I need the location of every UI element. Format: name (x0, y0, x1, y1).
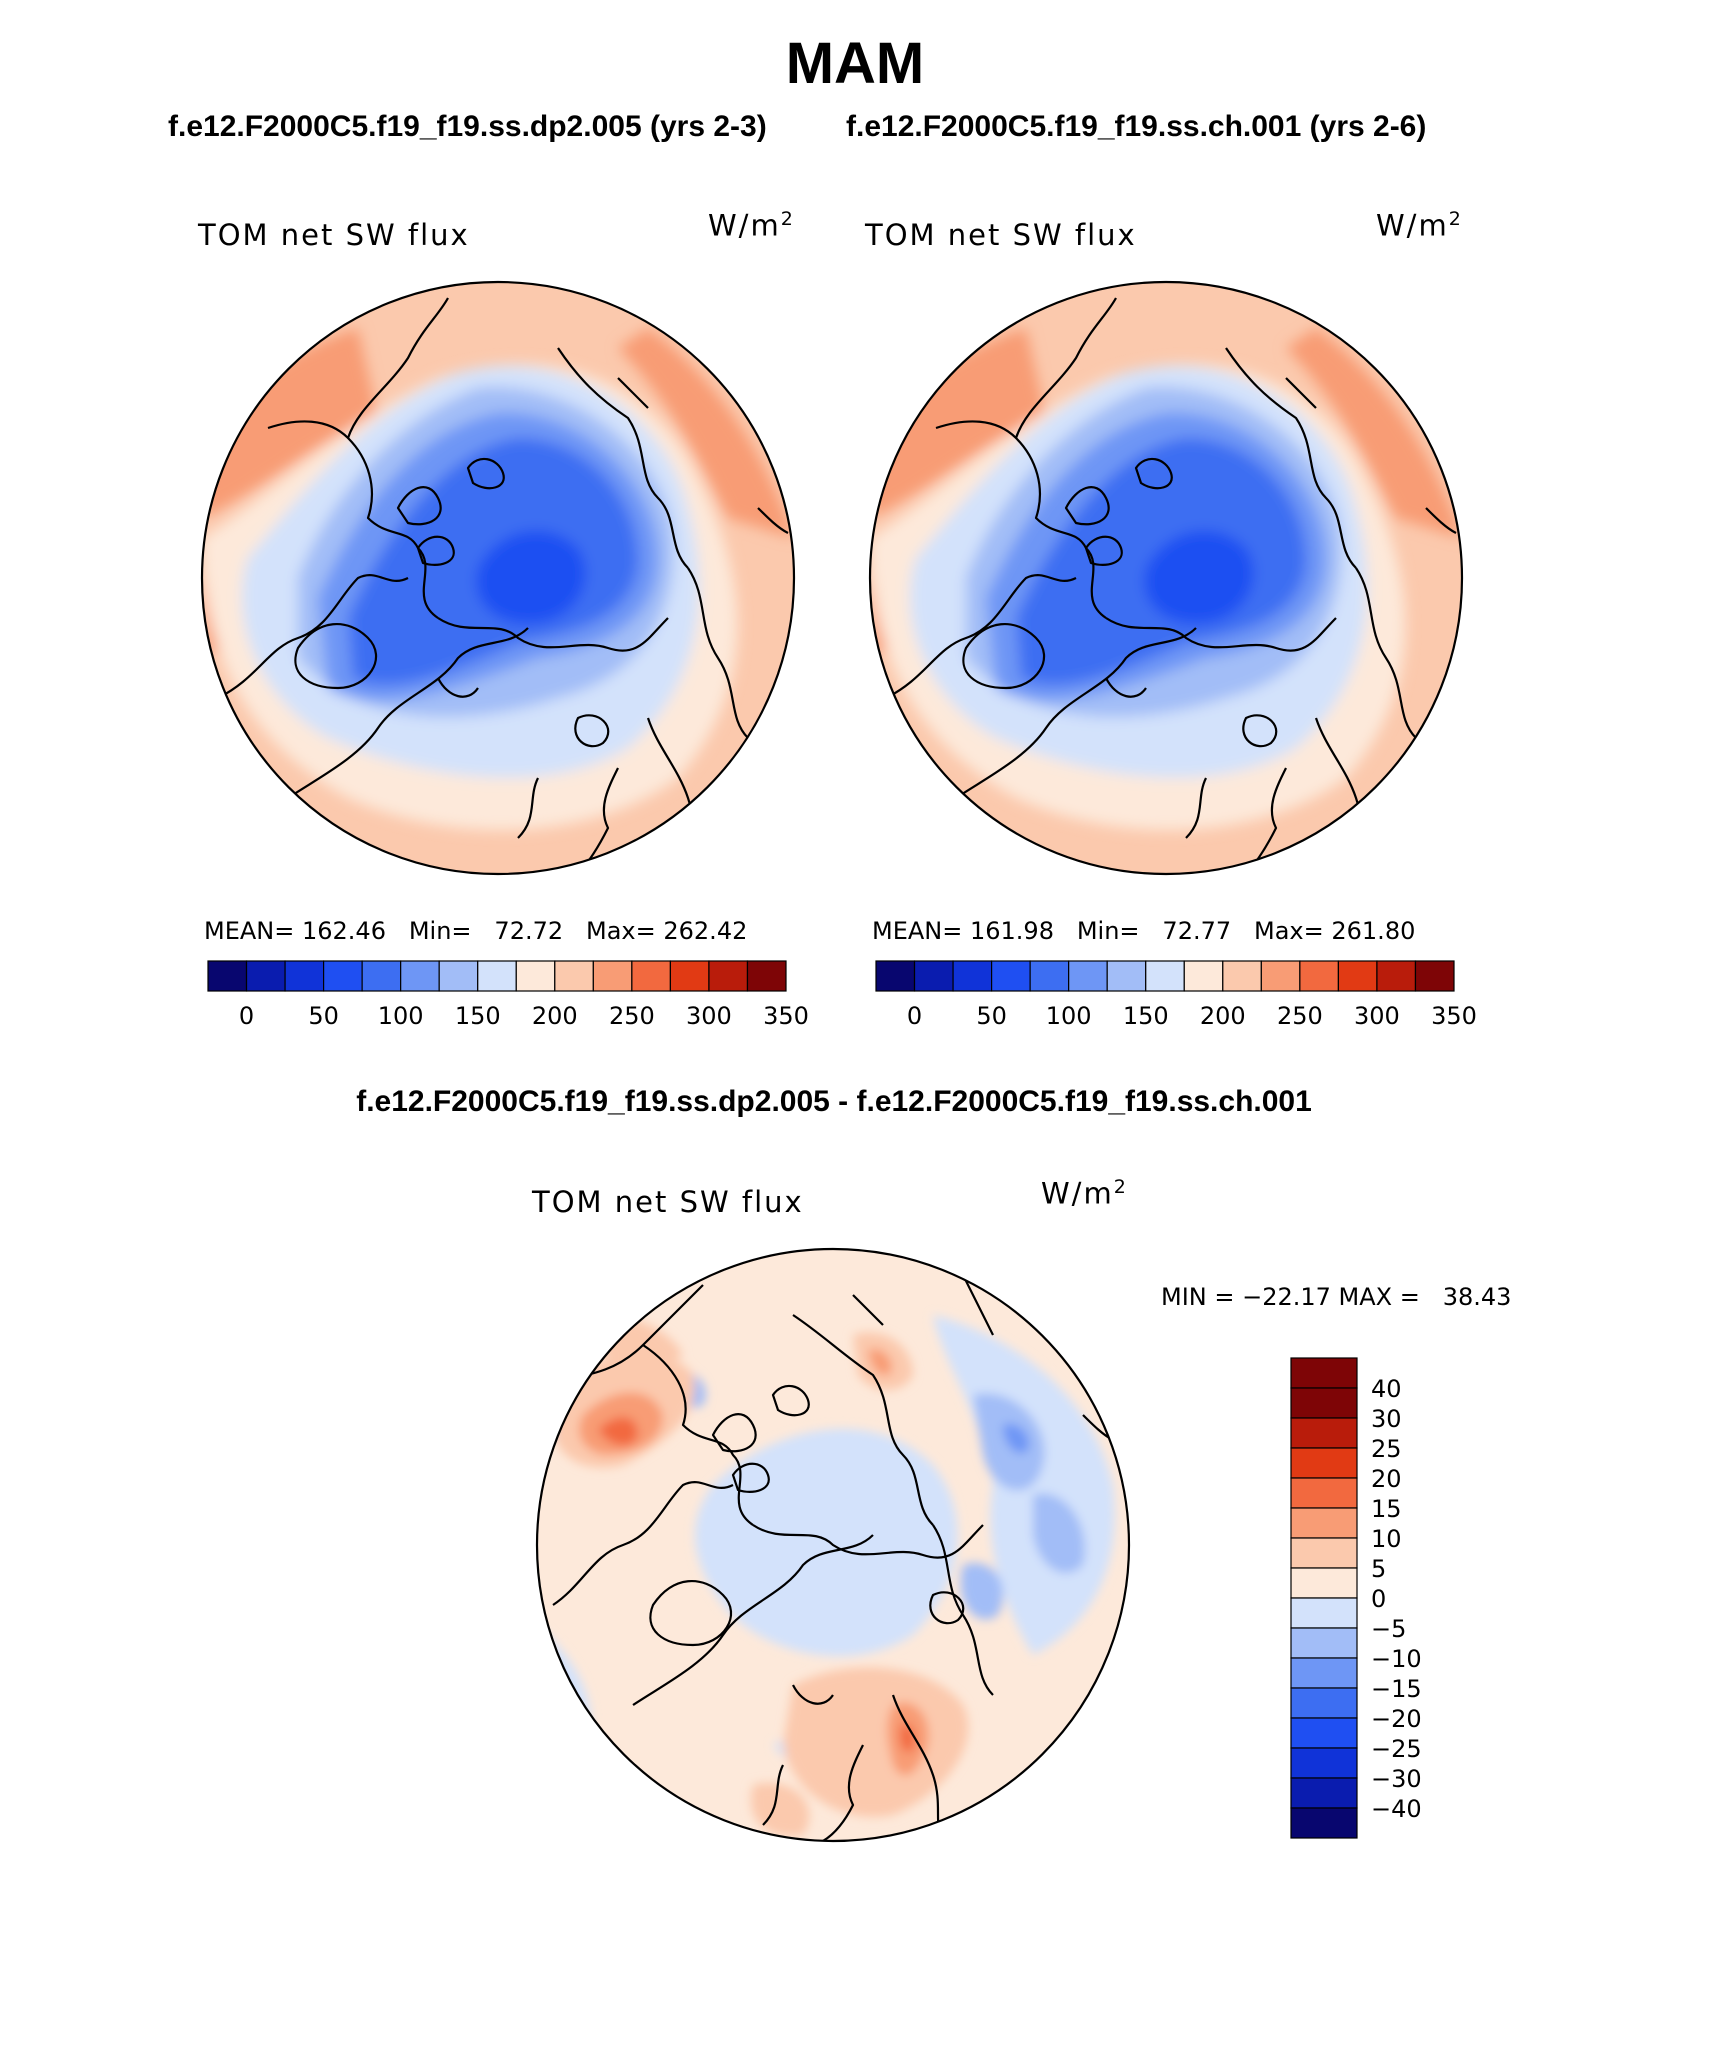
panel1-colorbar-box (669, 960, 710, 992)
panel1-colorbar-box (207, 960, 248, 992)
panel2-colorbar-box (1299, 960, 1340, 992)
difference-polar-map (535, 1247, 1131, 1843)
difference-colorbar-box (1290, 1657, 1358, 1689)
panel1-colorbar-box (631, 960, 672, 992)
panel1-colorbar-tick-label: 200 (532, 1002, 578, 1030)
right-case-subtitle: f.e12.F2000C5.f19_f19.ss.ch.001 (yrs 2-6… (846, 110, 1427, 143)
panel1-colorbar-tick-label: 0 (239, 1002, 254, 1030)
panel1-colorbar-box (400, 960, 440, 992)
difference-colorbar-tick-label: 15 (1371, 1495, 1402, 1523)
panel2-colorbar-box (1029, 960, 1070, 992)
panel1-colorbar-box (746, 960, 787, 992)
panel2-colorbar-box (990, 960, 1031, 992)
difference-colorbar-box (1290, 1447, 1358, 1479)
left-case-subtitle: f.e12.F2000C5.f19_f19.ss.dp2.005 (yrs 2-… (168, 110, 767, 143)
panel2-polar-map (868, 280, 1464, 876)
panel1-units-label: W/m2 (708, 208, 795, 243)
difference-colorbar-box (1290, 1627, 1358, 1659)
panel2-colorbar-box (1414, 960, 1455, 992)
panel2-colorbar: 0 50 100 150 200 250 300 350 (875, 960, 1477, 1030)
difference-colorbar-box (1290, 1507, 1358, 1539)
difference-colorbar-tick-label: −20 (1371, 1705, 1422, 1733)
difference-subtitle: f.e12.F2000C5.f19_f19.ss.dp2.005 - f.e12… (356, 1085, 1312, 1118)
panel1-colorbar-box (322, 960, 363, 992)
panel2-colorbar-tick-label: 150 (1123, 1002, 1169, 1030)
difference-colorbar-box (1290, 1597, 1358, 1629)
panel1-colorbar-box (438, 960, 479, 992)
difference-colorbar-box (1290, 1747, 1358, 1779)
difference-colorbar-box (1290, 1567, 1358, 1599)
panel1-colorbar-box (515, 960, 556, 992)
panel1-colorbar-box (361, 960, 402, 992)
difference-colorbar-tick-label: 25 (1371, 1435, 1402, 1463)
difference-colorbar-box (1290, 1687, 1358, 1719)
difference-colorbar-box (1290, 1357, 1358, 1389)
difference-colorbar-box (1290, 1417, 1358, 1449)
panel2-colorbar-tick-label: 100 (1046, 1002, 1092, 1030)
panel1-polar-map (200, 280, 796, 876)
panel2-colorbar-tick-label: 200 (1200, 1002, 1246, 1030)
panel3-units-label: W/m2 (1041, 1176, 1128, 1211)
difference-colorbar-tick-label: −25 (1371, 1735, 1422, 1763)
panel2-colorbar-box (1337, 960, 1378, 992)
panel2-colorbar-box (1183, 960, 1224, 992)
panel1-colorbar-tick-label: 150 (455, 1002, 501, 1030)
panel2-left-label: TOM net SW flux (865, 218, 1137, 252)
difference-colorbar-box (1290, 1387, 1358, 1419)
figure-title: MAM (785, 31, 925, 96)
panel2-units-label: W/m2 (1376, 208, 1463, 243)
difference-colorbar-tick-label: −15 (1371, 1675, 1422, 1703)
panel2-colorbar-box (1145, 960, 1185, 992)
panel2-colorbar-box (913, 960, 954, 992)
panel1-colorbar-box (554, 960, 594, 992)
difference-colorbar-tick-label: −30 (1371, 1765, 1422, 1793)
panel3-left-label: TOM net SW flux (532, 1185, 804, 1219)
panel1-left-label: TOM net SW flux (198, 218, 470, 252)
panel2-colorbar-tick-label: 250 (1277, 1002, 1323, 1030)
panel2-colorbar-box (952, 960, 993, 992)
difference-colorbar-box (1290, 1537, 1358, 1569)
panel2-colorbar-tick-label: 0 (907, 1002, 922, 1030)
difference-stats: MIN = −22.17 MAX = 38.43 (1161, 1283, 1512, 1311)
panel2-colorbar-box (1068, 960, 1108, 992)
difference-colorbar-tick-label: −10 (1371, 1645, 1422, 1673)
panel2-colorbar-box (1106, 960, 1147, 992)
panel1-colorbar-tick-label: 300 (686, 1002, 732, 1030)
panel1-colorbar-box (284, 960, 325, 992)
panel1-colorbar: 0 50 100 150 200 250 300 350 (207, 960, 809, 1030)
panel1-colorbar-tick-label: 250 (609, 1002, 655, 1030)
panel2-stats: MEAN= 161.98 Min= 72.77 Max= 261.80 (872, 917, 1416, 945)
difference-colorbar-tick-label: −5 (1371, 1615, 1406, 1643)
difference-colorbar-tick-label: 10 (1371, 1525, 1402, 1553)
difference-colorbar-tick-label: 30 (1371, 1405, 1402, 1433)
panel1-colorbar-tick-label: 350 (763, 1002, 809, 1030)
difference-colorbar-tick-label: 20 (1371, 1465, 1402, 1493)
panel2-colorbar-tick-label: 300 (1354, 1002, 1400, 1030)
panel2-colorbar-box (1376, 960, 1417, 992)
panel2-colorbar-tick-label: 50 (976, 1002, 1007, 1030)
difference-colorbar-tick-label: −40 (1371, 1795, 1422, 1823)
difference-colorbar-tick-label: 40 (1371, 1375, 1402, 1403)
panel1-colorbar-box (245, 960, 286, 992)
panel1-colorbar-tick-label: 100 (378, 1002, 424, 1030)
panel2-colorbar-box (1260, 960, 1301, 992)
difference-colorbar-box (1290, 1477, 1358, 1509)
panel1-stats: MEAN= 162.46 Min= 72.72 Max= 262.42 (204, 917, 748, 945)
panel2-colorbar-box (1222, 960, 1262, 992)
panel2-colorbar-tick-label: 350 (1431, 1002, 1477, 1030)
difference-colorbar-box (1290, 1807, 1358, 1839)
panel1-colorbar-box (592, 960, 633, 992)
difference-colorbar-box (1290, 1717, 1358, 1749)
panel2-colorbar-box (875, 960, 916, 992)
difference-colorbar-tick-label: 0 (1371, 1585, 1386, 1613)
panel1-colorbar-box (708, 960, 749, 992)
difference-colorbar-tick-label: 5 (1371, 1555, 1386, 1583)
panel1-colorbar-box (477, 960, 517, 992)
panel1-colorbar-tick-label: 50 (308, 1002, 339, 1030)
difference-colorbar-box (1290, 1777, 1358, 1809)
